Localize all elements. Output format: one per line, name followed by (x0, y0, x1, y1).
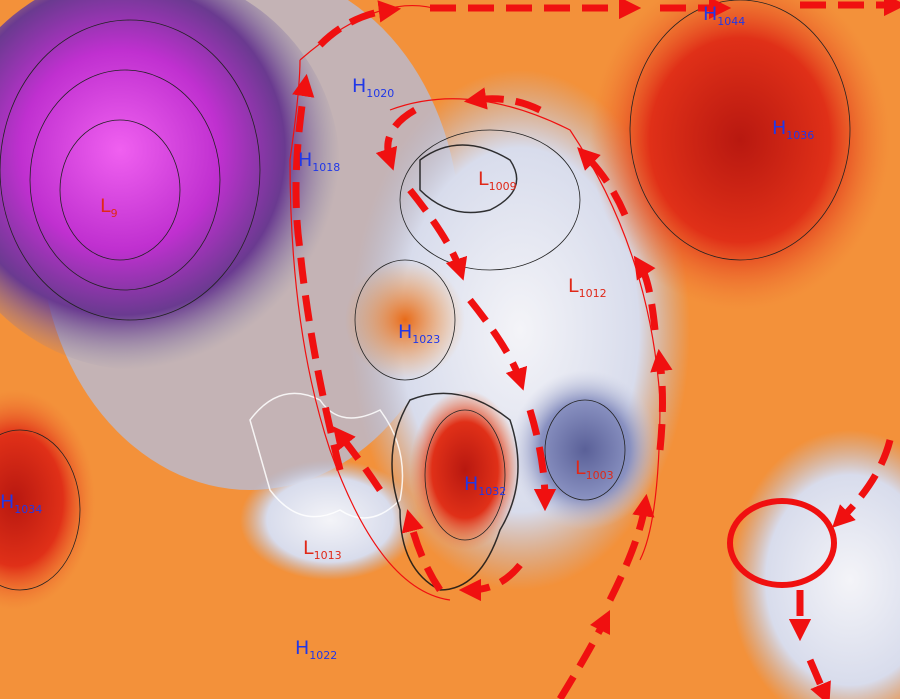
pressure-labels: H1020H1018L1009H1023L1012L1003H1032L1013… (0, 3, 814, 662)
pressure-center: H1036 (772, 117, 814, 142)
pressure-center: H1034 (0, 491, 42, 516)
pressure-value: 1012 (579, 287, 607, 300)
pressure-center: L1009 (478, 168, 517, 193)
pressure-value: 1003 (586, 469, 614, 482)
pressure-letter: L (575, 457, 586, 479)
pressure-center: H1023 (398, 321, 440, 346)
pressure-letter: H (772, 117, 786, 139)
pressure-center: L1003 (575, 457, 614, 482)
pale-area (730, 430, 900, 699)
pale-area (240, 460, 420, 580)
pressure-value: 1034 (14, 503, 42, 516)
pressure-value: 1013 (314, 549, 342, 562)
highlight-circle (727, 498, 837, 588)
pressure-value: 1044 (717, 15, 745, 28)
pressure-letter: H (398, 321, 412, 343)
pressure-letter: L (303, 537, 314, 559)
high-area (410, 390, 520, 550)
pressure-letter: H (298, 149, 312, 171)
pressure-letter: H (464, 473, 478, 495)
pressure-center: H1020 (352, 75, 394, 100)
pressure-value: 1023 (412, 333, 440, 346)
pressure-center: L1013 (303, 537, 342, 562)
pressure-letter: H (0, 491, 14, 513)
pressure-center: H1018 (298, 149, 340, 174)
pressure-letter: H (703, 3, 717, 25)
pressure-value: 1009 (489, 180, 517, 193)
pressure-center: L1012 (568, 275, 607, 300)
pressure-center: H1032 (464, 473, 506, 498)
isobars (0, 0, 851, 591)
pressure-value: 1032 (478, 485, 506, 498)
pressure-letter: H (295, 637, 309, 659)
high-area (590, 0, 890, 310)
pressure-value: 1020 (366, 87, 394, 100)
pressure-value: 1022 (309, 649, 337, 662)
pressure-value: 9 (111, 207, 118, 220)
flow-arrows (292, 0, 900, 699)
pressure-letter: H (352, 75, 366, 97)
coastlines (249, 144, 519, 591)
pressure-letter: L (100, 195, 111, 217)
pressure-value: 1018 (312, 161, 340, 174)
pressure-center: H1044 (703, 3, 745, 28)
pressure-center: L9 (100, 195, 118, 220)
high-area (0, 390, 95, 610)
pressure-value: 1036 (786, 129, 814, 142)
pressure-letter: L (478, 168, 489, 190)
pressure-letter: L (568, 275, 579, 297)
pressure-center: H1022 (295, 637, 337, 662)
low-area (0, 0, 340, 370)
high-area (345, 260, 465, 380)
low-area (510, 370, 660, 530)
